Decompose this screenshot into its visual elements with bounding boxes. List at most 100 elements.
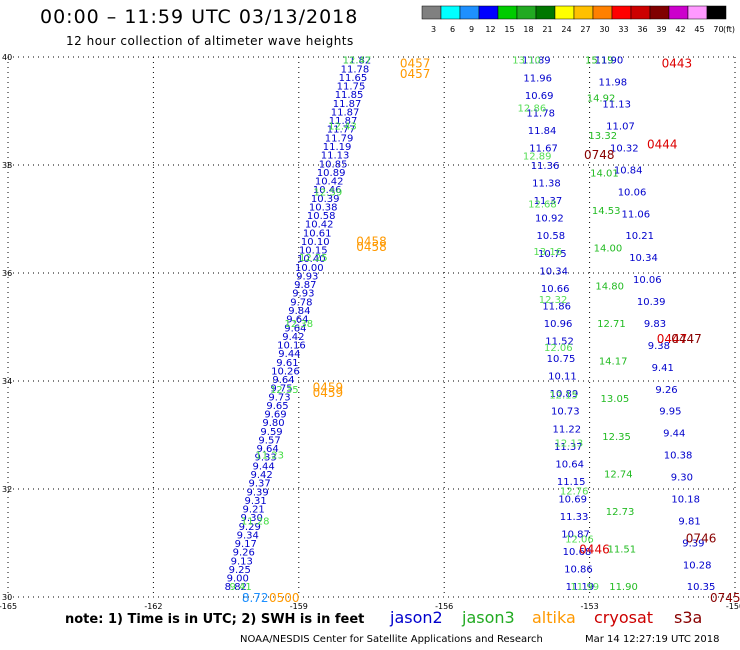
swh-value: 8.82 (225, 582, 247, 593)
swh-value: 9.69 (264, 410, 286, 421)
swh-value: 11.37 (534, 196, 563, 207)
swh-value: 10.38 (309, 202, 338, 213)
swh-value: 10.28 (683, 560, 712, 571)
swh-value: 9.59 (260, 427, 282, 438)
swh-value: 9.93 (292, 289, 314, 300)
swh-value: 9.30 (241, 513, 263, 524)
swh-value: 11.89 (522, 56, 551, 67)
swh-value: 11.78 (341, 64, 370, 75)
swh-value: 9.39 (682, 538, 704, 549)
swh-value: 12.47 (343, 56, 372, 67)
swh-value: 11.90 (609, 582, 638, 593)
swh-value: 11.19 (566, 582, 595, 593)
color-scale-label: 39 (656, 25, 666, 34)
color-swatch (440, 5, 461, 20)
swh-value: 12.25 (299, 253, 328, 264)
generated-time: Mar 14 12:27:19 UTC 2018 (585, 634, 720, 645)
swh-value: 12.68 (528, 199, 557, 210)
swh-value: 10.75 (547, 354, 576, 365)
time-marker: 0459 (313, 386, 344, 400)
time-marker: 0444 (647, 137, 678, 151)
x-tick-label: -150 (726, 602, 740, 611)
swh-value: 12.06 (544, 343, 573, 354)
swh-value: 10.46 (313, 185, 342, 196)
swh-value: 11.87 (333, 99, 362, 110)
swh-value: 13.10 (512, 56, 541, 67)
swh-value: 10.92 (535, 214, 564, 225)
producer-credit: NOAA/NESDIS Center for Satellite Applica… (240, 634, 543, 645)
swh-value: 11.87 (329, 116, 358, 127)
swh-value: 13.16 (533, 247, 562, 258)
swh-value: 11.23 (255, 451, 284, 462)
swh-value: 12.13 (555, 439, 584, 450)
color-scale-label: 70 (713, 25, 723, 34)
swh-value: 10.75 (538, 249, 567, 260)
color-scale-label: 18 (523, 25, 533, 34)
swh-value: 15.19 (585, 56, 614, 67)
swh-value: 12.38 (284, 319, 313, 330)
swh-value: 10.64 (555, 459, 584, 470)
legend-altika: altika (532, 608, 576, 627)
color-scale-label: 27 (580, 25, 590, 34)
time-marker: 0443 (662, 56, 693, 70)
color-scale-label: 33 (618, 25, 628, 34)
time-marker: 0745 (710, 591, 740, 605)
swh-value: 12.74 (604, 469, 633, 480)
color-swatch (478, 5, 499, 20)
swh-value: 10.73 (551, 407, 580, 418)
color-swatch (459, 5, 480, 20)
color-swatch (421, 5, 442, 20)
swh-value: 10.86 (564, 565, 593, 576)
swh-value: 12.06 (565, 534, 594, 545)
swh-value: 14.53 (592, 206, 621, 217)
grid-lines (7, 56, 736, 598)
swh-value: 10.06 (618, 187, 647, 198)
swh-value: 12.35 (270, 385, 299, 396)
swh-value: 9.44 (663, 429, 685, 440)
x-tick-label: -165 (0, 602, 17, 611)
color-scale-label: 15 (504, 25, 514, 34)
swh-value: 9.42 (250, 470, 272, 481)
swh-value: 9.44 (252, 461, 274, 472)
swh-value: 9.41 (652, 363, 674, 374)
time-marker: 0746 (686, 532, 717, 546)
color-swatch (592, 5, 613, 20)
x-tick-label: -156 (435, 602, 453, 611)
swh-value: 10.69 (525, 91, 554, 102)
color-swatch (554, 5, 575, 20)
swh-value: 10.69 (558, 494, 587, 505)
swh-value: 10.85 (319, 159, 348, 170)
legend-jason3: jason3 (462, 608, 515, 627)
swh-value: 10.26 (271, 366, 300, 377)
color-scale-label: 6 (450, 25, 455, 34)
swh-value: 10.40 (297, 254, 326, 265)
swh-value: 11.37 (554, 442, 583, 453)
swh-value: 9.84 (288, 306, 310, 317)
swh-value: 11.07 (606, 122, 635, 133)
swh-value: 11.51 (607, 545, 636, 556)
time-marker: 0459 (313, 380, 344, 394)
swh-value: 9.73 (268, 392, 290, 403)
time-marker: 0457 (400, 67, 431, 81)
color-swatch (573, 5, 594, 20)
swh-value: 9.37 (248, 479, 270, 490)
swh-value: 12.89 (523, 151, 552, 162)
swh-value: 11.90 (595, 56, 624, 67)
swh-value: 10.10 (301, 237, 330, 248)
swh-value: 11.65 (339, 73, 368, 84)
swh-value: 10.84 (614, 165, 643, 176)
swh-value: 9.39 (247, 487, 269, 498)
color-scale-label: 30 (599, 25, 609, 34)
legend-cryosat: cryosat (594, 608, 654, 627)
color-scale-label: 36 (637, 25, 647, 34)
swh-value: 11.28 (241, 516, 270, 527)
x-tick-label: -159 (290, 602, 308, 611)
swh-value: 9.93 (296, 271, 318, 282)
swh-value: 10.87 (561, 530, 590, 541)
time-marker: 0458 (356, 235, 387, 249)
swh-value: 11.67 (529, 143, 558, 154)
swh-value: 9.44 (278, 349, 300, 360)
swh-value: 11.19 (323, 142, 352, 153)
swh-value: 10.15 (299, 246, 328, 257)
